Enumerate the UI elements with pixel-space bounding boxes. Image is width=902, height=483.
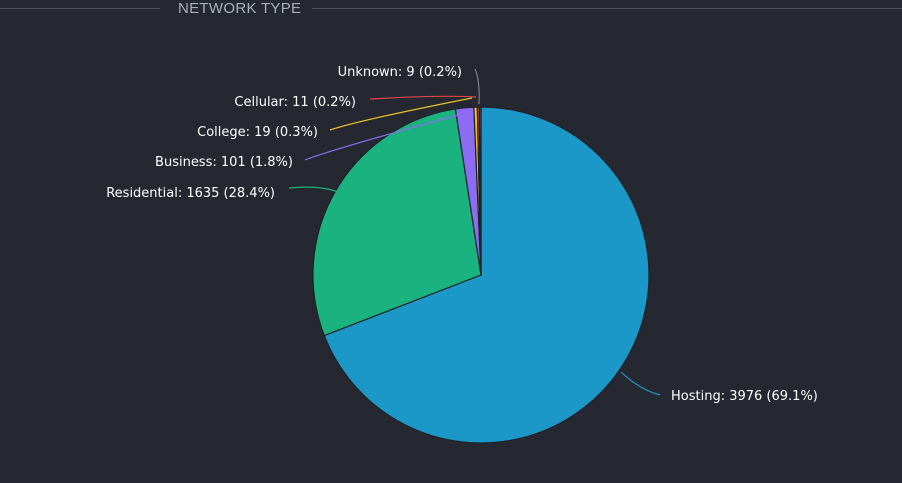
- pie-slice-hosting[interactable]: [323, 106, 650, 444]
- slice-label-hosting: Hosting: 3976 (69.1%): [671, 389, 818, 404]
- leader-lines: [288, 68, 661, 396]
- leader-line-cellular: [369, 95, 477, 100]
- title-divider-left: [0, 8, 160, 9]
- slice-label-business: Business: 101 (1.8%): [155, 155, 293, 170]
- slice-label-cellular: Cellular: 11 (0.2%): [234, 95, 356, 110]
- leader-line-unknown: [474, 68, 480, 105]
- title-divider-right: [312, 8, 902, 9]
- leader-line-business: [304, 112, 466, 161]
- slice-label-college: College: 19 (0.3%): [197, 125, 318, 140]
- slice-label-residential: Residential: 1635 (28.4%): [106, 186, 275, 201]
- pie-slices: [312, 106, 650, 444]
- leader-line-college: [329, 97, 473, 131]
- leader-line-hosting: [620, 371, 661, 396]
- leader-line-residential: [288, 186, 339, 193]
- pie-slice-unknown[interactable]: [478, 106, 482, 276]
- slice-label-unknown: Unknown: 9 (0.2%): [338, 65, 462, 80]
- panel-title: NETWORK TYPE: [178, 0, 302, 17]
- slice-labels: Hosting: 3976 (69.1%) Residential: 1635 (…: [106, 65, 818, 404]
